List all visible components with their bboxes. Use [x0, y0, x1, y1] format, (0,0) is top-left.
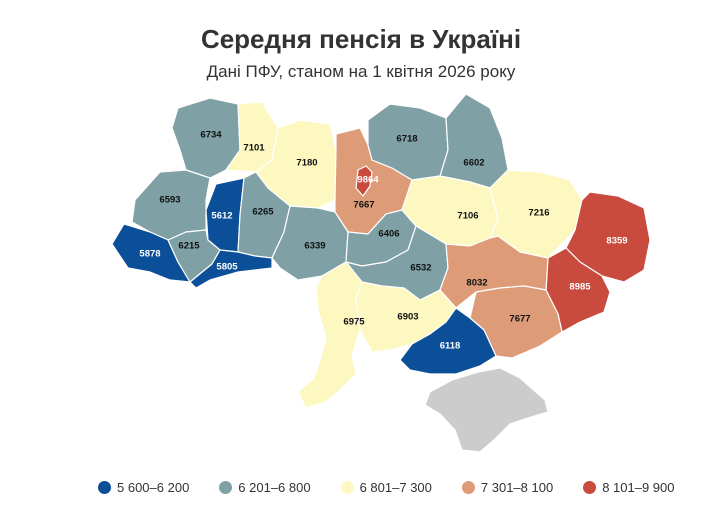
region-sumy[interactable]	[439, 93, 509, 189]
legend-item-bin5[interactable]: 8 101–9 900	[583, 480, 674, 495]
label-vinnytsia: 6339	[304, 241, 325, 252]
legend-label-bin5: 8 101–9 900	[602, 479, 675, 495]
label-rivne: 7101	[243, 143, 265, 154]
legend-label-bin4: 7 301–8 100	[480, 479, 554, 495]
map-legend: 5 600–6 200 6 201–6 800 6 801–7 300 7 30…	[98, 478, 674, 496]
legend-swatch-bin2	[219, 480, 233, 494]
label-zaporizhzhia: 7677	[509, 314, 530, 325]
label-ternopil: 5612	[211, 211, 232, 222]
legend-item-bin4[interactable]: 7 301–8 100	[461, 479, 554, 495]
label-kyiv-oblast: 7667	[353, 200, 374, 211]
legend-label-bin2: 6 201–6 800	[238, 479, 311, 495]
legend-label-bin1: 5 600–6 200	[117, 479, 190, 495]
label-poltava: 7106	[457, 211, 478, 222]
region-kyiv-city[interactable]	[355, 165, 373, 197]
map-subtitle: Дані ПФУ, станом на 1 квітня 2026 року	[206, 62, 516, 81]
region-kherson[interactable]	[399, 307, 497, 375]
label-mykolaiv: 6903	[397, 312, 418, 323]
label-khmelnytskyi: 6265	[252, 207, 274, 218]
label-cherkasy: 6406	[378, 229, 399, 240]
label-chernihiv: 6718	[396, 134, 417, 145]
region-volyn[interactable]	[171, 97, 241, 179]
label-donetsk: 8985	[569, 282, 591, 293]
label-kharkiv: 7216	[528, 208, 549, 219]
legend-swatch-bin5	[583, 480, 597, 494]
label-zakarpattia: 5878	[139, 249, 160, 260]
label-lviv: 6593	[159, 195, 180, 206]
label-kyiv-city: 9864	[357, 175, 379, 186]
label-zhytomyr: 7180	[296, 158, 317, 169]
label-dnipropetrovsk: 8032	[466, 278, 487, 289]
legend-swatch-bin4	[461, 480, 475, 494]
label-luhansk: 8359	[606, 236, 627, 247]
legend-label-bin3: 6 801–7 300	[359, 479, 432, 495]
legend-item-bin2[interactable]: 6 201–6 800	[219, 479, 311, 495]
label-ivano-frankivsk: 6215	[178, 241, 200, 252]
legend-item-bin3[interactable]: 6 801–7 300	[340, 479, 432, 495]
label-sumy: 6602	[463, 158, 484, 169]
label-kherson: 6118	[440, 341, 461, 352]
legend-item-bin1[interactable]: 5 600–6 200	[98, 480, 189, 495]
label-chernivtsi: 5805	[216, 262, 238, 273]
legend-swatch-bin1	[98, 480, 111, 494]
label-volyn: 6734	[200, 130, 222, 141]
legend-swatch-bin3	[340, 480, 354, 494]
region-luhansk[interactable]	[565, 191, 651, 283]
region-crimea[interactable]	[424, 367, 549, 453]
label-odesa: 6975	[343, 317, 365, 328]
label-kirovohrad: 6532	[410, 263, 431, 274]
region-kharkiv[interactable]	[489, 169, 583, 259]
region-odesa[interactable]	[297, 261, 363, 409]
map-title: Середня пенсія в Україні	[200, 24, 522, 54]
region-chernivtsi[interactable]	[189, 249, 273, 289]
